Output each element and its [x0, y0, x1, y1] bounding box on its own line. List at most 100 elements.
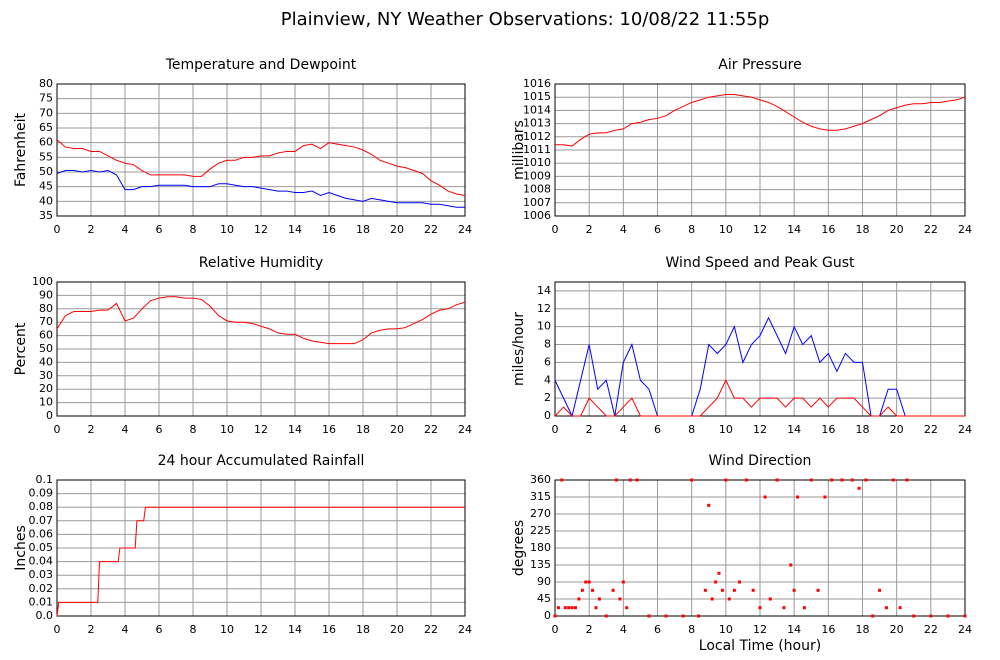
y-tick-label: 75 — [39, 92, 53, 105]
x-tick-label: 0 — [54, 223, 61, 236]
x-tick-label: 12 — [254, 623, 268, 636]
data-point — [905, 478, 909, 482]
y-axis-label: Percent — [13, 322, 29, 375]
y-tick-label: 0.08 — [29, 500, 54, 513]
x-tick-label: 18 — [856, 223, 870, 236]
data-point — [816, 588, 820, 592]
x-axis-label: Local Time (hour) — [699, 638, 821, 654]
y-tick-label: 90 — [39, 288, 53, 301]
x-tick-label: 20 — [390, 623, 404, 636]
x-tick-label: 20 — [390, 423, 404, 436]
data-point — [587, 580, 591, 584]
x-tick-label: 24 — [458, 623, 472, 636]
x-tick-label: 10 — [220, 223, 234, 236]
data-point — [567, 606, 571, 610]
y-tick-label: 35 — [39, 209, 53, 222]
x-tick-label: 10 — [719, 223, 733, 236]
plot-border — [554, 479, 966, 617]
y-tick-label: 1011 — [523, 143, 551, 156]
y-tick-label: 0.01 — [29, 595, 54, 608]
data-line — [554, 316, 965, 418]
data-point — [577, 597, 581, 601]
data-point — [802, 606, 806, 610]
y-tick-label: 80 — [39, 302, 53, 315]
x-tick-label: 16 — [322, 423, 336, 436]
y-tick-label: 1010 — [523, 156, 551, 169]
y-tick-label: 8 — [544, 338, 551, 351]
data-point — [850, 478, 854, 482]
x-tick-label: 10 — [220, 623, 234, 636]
data-point — [621, 580, 625, 584]
x-tick-label: 24 — [958, 223, 972, 236]
y-tick-label: 80 — [39, 77, 53, 90]
data-line — [554, 379, 965, 417]
data-point — [556, 606, 560, 610]
y-tick-label: 14 — [537, 284, 551, 297]
chart-title: Wind Speed and Peak Gust — [666, 255, 855, 271]
chart-title: Temperature and Dewpoint — [165, 57, 357, 73]
data-point — [884, 606, 888, 610]
data-point — [594, 606, 598, 610]
x-tick-label: 8 — [190, 223, 197, 236]
x-tick-label: 20 — [390, 223, 404, 236]
x-tick-label: 8 — [190, 423, 197, 436]
y-tick-label: 0.06 — [29, 527, 54, 540]
y-tick-label: 135 — [530, 558, 551, 571]
y-tick-label: 1012 — [523, 130, 551, 143]
data-point — [823, 495, 827, 499]
x-tick-label: 16 — [821, 623, 835, 636]
x-tick-label: 22 — [424, 223, 438, 236]
x-tick-label: 18 — [856, 423, 870, 436]
y-tick-label: 70 — [39, 315, 53, 328]
data-point — [782, 606, 786, 610]
y-tick-label: 40 — [39, 355, 53, 368]
x-tick-label: 4 — [122, 623, 129, 636]
x-tick-label: 2 — [88, 423, 95, 436]
y-tick-label: 6 — [544, 355, 551, 368]
y-tick-label: 70 — [39, 106, 53, 119]
data-point — [738, 580, 741, 584]
y-tick-label: 0.0 — [36, 609, 54, 622]
y-tick-label: 0.09 — [29, 487, 54, 500]
y-tick-label: 1013 — [523, 117, 551, 130]
data-point — [563, 606, 567, 610]
x-tick-label: 16 — [821, 223, 835, 236]
y-tick-label: 1015 — [523, 90, 551, 103]
y-tick-label: 0.05 — [29, 541, 54, 554]
y-tick-label: 45 — [39, 180, 53, 193]
y-tick-label: 60 — [39, 136, 53, 149]
x-tick-label: 10 — [220, 423, 234, 436]
x-tick-label: 12 — [753, 423, 767, 436]
x-tick-label: 4 — [620, 423, 627, 436]
y-tick-label: 0.04 — [29, 555, 54, 568]
data-point — [604, 614, 608, 618]
data-point — [703, 588, 707, 592]
plot-border — [56, 281, 466, 417]
data-point — [775, 478, 779, 482]
data-point — [553, 614, 557, 618]
data-point — [560, 478, 564, 482]
y-axis-label: Fahrenheit — [13, 112, 29, 187]
chart-title: Air Pressure — [718, 57, 801, 73]
x-tick-label: 0 — [54, 423, 61, 436]
y-tick-label: 60 — [39, 329, 53, 342]
data-point — [758, 606, 762, 610]
y-tick-label: 1007 — [523, 196, 551, 209]
x-tick-label: 10 — [719, 423, 733, 436]
y-tick-label: 10 — [537, 320, 551, 333]
data-point — [584, 580, 588, 584]
y-tick-label: 40 — [39, 194, 53, 207]
data-point — [857, 486, 861, 490]
data-point — [714, 580, 718, 584]
data-point — [727, 597, 731, 601]
data-point — [809, 478, 813, 482]
x-tick-label: 2 — [586, 623, 593, 636]
y-axis-label: miles/hour — [511, 312, 527, 386]
data-point — [591, 588, 595, 592]
x-tick-label: 16 — [821, 423, 835, 436]
x-tick-label: 16 — [322, 623, 336, 636]
y-tick-label: 50 — [39, 165, 53, 178]
y-tick-label: 0.1 — [36, 473, 54, 486]
x-tick-label: 22 — [424, 423, 438, 436]
